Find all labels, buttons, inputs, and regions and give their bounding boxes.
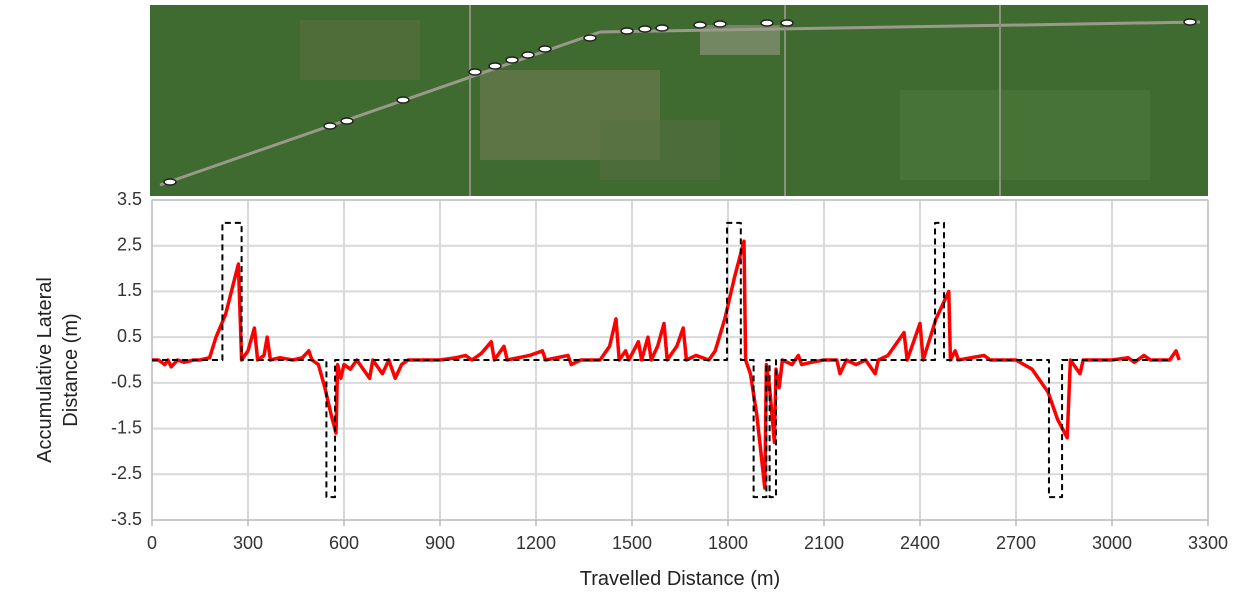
- y-tick-label: 3.5: [117, 189, 142, 209]
- x-tick-label: 3000: [1092, 533, 1132, 553]
- series-line: [152, 221, 1173, 499]
- y-tick-label: 1.5: [117, 280, 142, 300]
- y-tick-label: -1.5: [111, 417, 142, 437]
- y-tick-label: 2.5: [117, 234, 142, 254]
- x-tick-label: 300: [233, 533, 263, 553]
- x-tick-label: 600: [329, 533, 359, 553]
- x-tick-label: 900: [425, 533, 455, 553]
- x-tick-label: 2400: [900, 533, 940, 553]
- x-axis-title: Travelled Distance (m): [579, 568, 781, 590]
- x-tick-label: 1200: [516, 533, 556, 553]
- marks: [152, 221, 1181, 499]
- y-tick-label: 0.5: [117, 326, 142, 346]
- x-tick-label: 2700: [996, 533, 1036, 553]
- y-tick-label: -3.5: [111, 509, 142, 529]
- satellite-image: [150, 5, 1208, 196]
- x-tick-label: 1800: [708, 533, 748, 553]
- y-axis-title: Accumulative Lateral Distance (m): [34, 277, 82, 463]
- y-tick-label: -0.5: [111, 372, 142, 392]
- series-line: [152, 239, 1181, 490]
- x-tick-label: 2100: [804, 533, 844, 553]
- x-tick-label: 3300: [1188, 533, 1228, 553]
- x-tick-label: 1500: [612, 533, 652, 553]
- x-tick-label: 0: [147, 533, 157, 553]
- y-tick-label: -2.5: [111, 463, 142, 483]
